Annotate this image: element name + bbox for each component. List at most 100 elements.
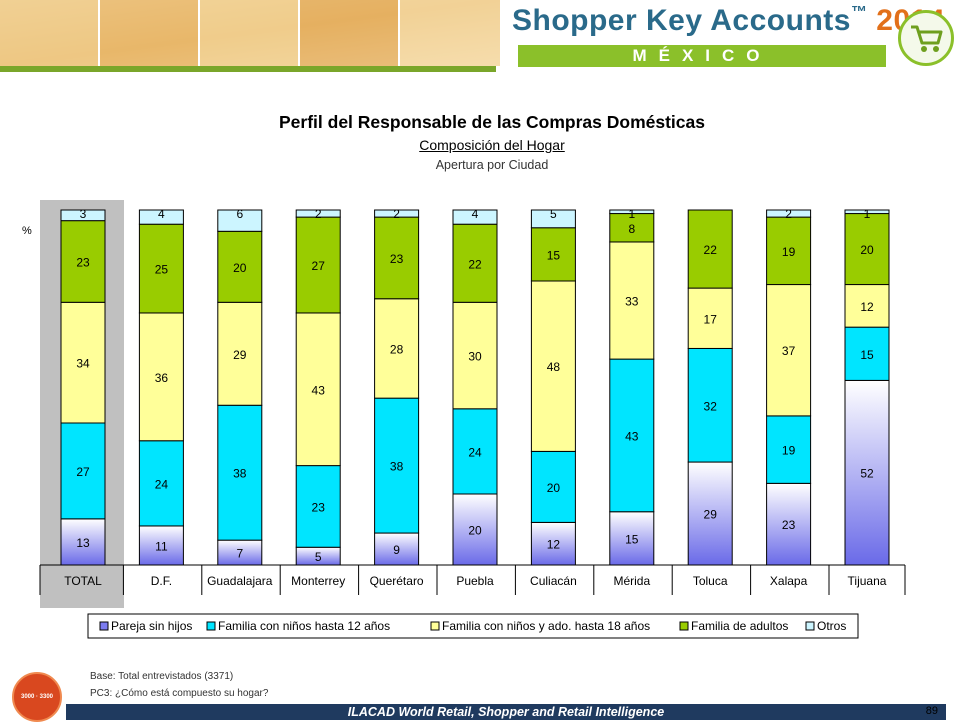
data-label: 2 <box>393 207 400 221</box>
legend-swatch <box>206 621 216 631</box>
data-label: 28 <box>390 342 404 356</box>
bar-segment <box>609 241 655 360</box>
bar-segment <box>609 213 655 243</box>
bar-segment <box>217 301 263 406</box>
footer-org: ILACAD World Retail, Shopper and Retail … <box>347 705 665 719</box>
page-number: 89 <box>925 705 938 717</box>
chart-subtitle: Composición del Hogar <box>419 137 565 153</box>
bar-segment <box>217 209 263 232</box>
legend-label: Otros <box>817 619 846 633</box>
brand-tm: ™ <box>850 4 868 21</box>
data-label: 30 <box>468 350 482 364</box>
data-label: 38 <box>233 467 247 481</box>
bar-segment <box>766 415 812 484</box>
data-label: 22 <box>704 243 718 257</box>
data-label: 27 <box>312 259 326 273</box>
bar-segment <box>609 511 655 566</box>
bar-segment <box>452 301 498 410</box>
bar-segment <box>766 209 812 218</box>
bar-segment <box>374 209 420 218</box>
category-label: Culiacán <box>530 574 577 588</box>
brand-title: Shopper Key Accounts™ 2014 <box>512 4 945 38</box>
header-photo-banner <box>0 0 500 66</box>
data-label: 15 <box>547 248 561 262</box>
footer-question: PC3: ¿Cómo está compuesto su hogar? <box>90 688 269 699</box>
data-label: 6 <box>236 207 243 221</box>
bar-segment <box>138 440 184 527</box>
bar-segment <box>295 312 341 467</box>
category-label: Guadalajara <box>207 574 273 588</box>
data-label: 2 <box>785 207 792 221</box>
data-label: 11 <box>155 539 168 553</box>
data-label: 3 <box>80 207 87 221</box>
data-label: 19 <box>782 245 796 259</box>
bar-segment <box>452 209 498 225</box>
data-label: 29 <box>233 348 247 362</box>
bar-segment <box>530 450 576 523</box>
data-label: 15 <box>625 532 639 546</box>
data-label: 34 <box>76 357 90 371</box>
cart-icon-svg <box>911 25 943 52</box>
data-label: 25 <box>155 263 169 277</box>
bar-segment <box>60 422 106 520</box>
ilacad-badge-icon: 3000 · 3300 <box>12 672 62 722</box>
data-label: 22 <box>468 257 482 271</box>
bar-segment <box>60 220 106 303</box>
data-label: 24 <box>155 477 169 491</box>
bar-segment <box>530 521 576 566</box>
chart-title: Perfil del Responsable de las Compras Do… <box>279 112 705 132</box>
bar-segment <box>295 209 341 218</box>
data-label: 19 <box>782 444 796 458</box>
bar-segment <box>687 347 733 463</box>
data-label: 4 <box>158 207 165 221</box>
category-label: Puebla <box>456 574 494 588</box>
category-label: Mérida <box>613 574 650 588</box>
data-label: 20 <box>233 261 247 275</box>
data-label: 36 <box>155 371 169 385</box>
data-label: 1 <box>864 207 871 221</box>
data-label: 43 <box>625 429 639 443</box>
legend-label: Familia con niños y ado. hasta 18 años <box>442 619 650 633</box>
bar-segment <box>844 209 890 215</box>
header-green-strip <box>0 66 496 72</box>
chart-subtitle-city: Apertura por Ciudad <box>435 158 549 172</box>
brand-name: Shopper Key Accounts <box>512 4 851 37</box>
bar-segment <box>138 223 184 314</box>
bar-segment <box>217 404 263 541</box>
bar-segment <box>60 518 106 566</box>
data-label: 7 <box>236 547 243 561</box>
category-label: TOTAL <box>64 574 102 588</box>
data-label: 20 <box>860 243 874 257</box>
data-label: 48 <box>547 360 561 374</box>
legend-swatch <box>430 621 440 631</box>
bar-segment <box>844 284 890 328</box>
data-label: 20 <box>468 524 482 538</box>
data-label: 8 <box>628 222 635 236</box>
data-label: 5 <box>315 550 322 564</box>
bar-segment <box>295 465 341 548</box>
data-label: 2 <box>315 207 322 221</box>
data-label: 27 <box>76 465 90 479</box>
bar-segment <box>530 209 576 229</box>
data-label: 43 <box>312 383 326 397</box>
bar-segment <box>138 312 184 442</box>
bar-segment <box>687 209 733 289</box>
data-label: 1 <box>628 207 635 221</box>
legend-swatch <box>679 621 689 631</box>
bar-segment <box>60 209 106 222</box>
data-label: 15 <box>860 348 874 362</box>
bar-segment <box>374 532 420 566</box>
bar-segment <box>374 216 420 300</box>
bar-segment <box>844 379 890 566</box>
bar-segment <box>452 493 498 566</box>
legend-label: Pareja sin hijos <box>111 619 192 633</box>
bar-segment <box>452 223 498 303</box>
data-label: 20 <box>547 481 561 495</box>
bar-segment <box>844 326 890 381</box>
bar-segment <box>609 209 655 215</box>
category-label: Tijuana <box>848 574 887 588</box>
data-label: 23 <box>782 518 796 532</box>
data-label: 37 <box>782 344 796 358</box>
bar-segment <box>687 287 733 349</box>
bar-segment <box>60 301 106 424</box>
